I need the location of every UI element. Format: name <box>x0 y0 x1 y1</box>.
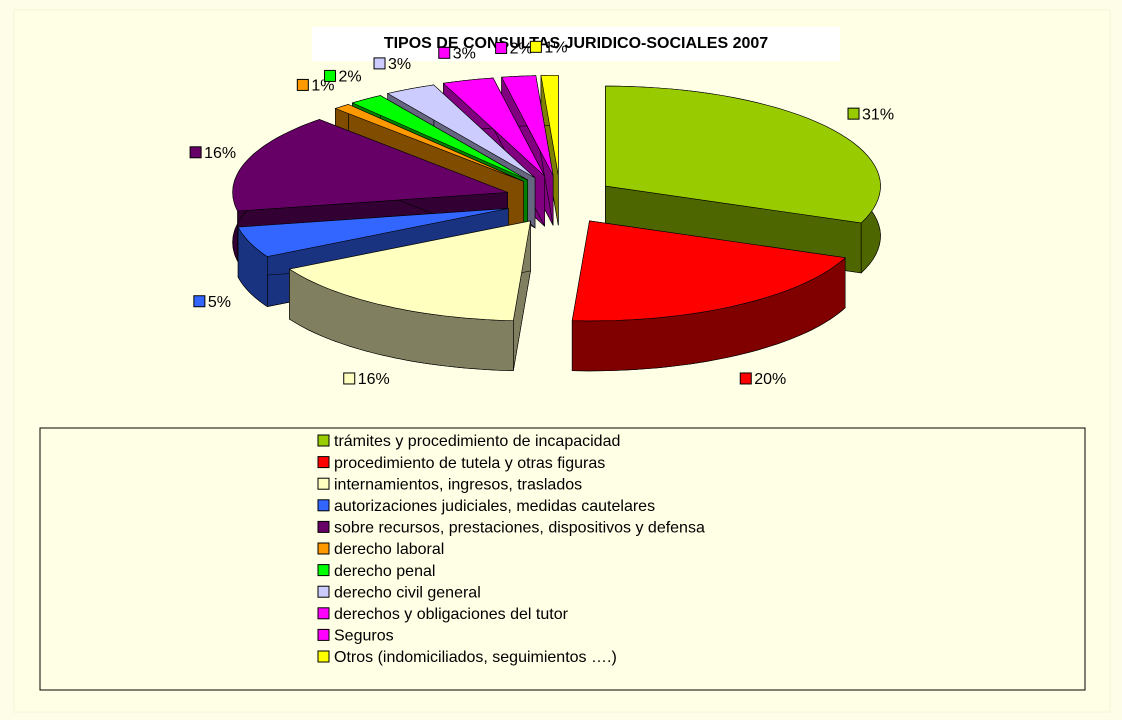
slice <box>605 85 881 224</box>
slice <box>334 104 524 182</box>
data-label: 2% <box>339 69 362 86</box>
data-label: 2% <box>510 41 533 58</box>
slice <box>386 84 536 179</box>
legend-label: derecho civil general <box>334 584 481 601</box>
slice <box>442 77 545 177</box>
title-box <box>312 27 840 61</box>
label-swatch <box>495 41 508 54</box>
legend-swatch <box>317 542 330 555</box>
legend-label: trámites y procedimiento de incapacidad <box>334 433 620 450</box>
chart-title: TIPOS DE CONSULTAS JURIDICO-SOCIALES 200… <box>384 35 768 52</box>
labels: 31%20%16%5%16%1%2%3%3% 2% 1% <box>189 40 894 388</box>
label-swatch <box>189 146 202 159</box>
legend-label: internamientos, ingresos, traslados <box>334 476 582 493</box>
legend-swatch <box>317 456 330 469</box>
label-swatch <box>529 40 542 53</box>
slice <box>571 220 846 322</box>
legend-swatch <box>317 628 330 641</box>
legend-swatch <box>317 520 330 533</box>
label-swatch <box>847 107 860 120</box>
legend-swatch <box>317 499 330 512</box>
legend-swatch <box>317 564 330 577</box>
legend-swatch <box>317 585 330 598</box>
label-swatch <box>193 295 206 308</box>
label-swatch <box>343 372 356 385</box>
data-label: 16% <box>204 145 236 162</box>
label-swatch <box>438 46 451 59</box>
legend-label: derecho laboral <box>334 541 444 558</box>
legend-label: derechos y obligaciones del tutor <box>334 606 569 623</box>
legend-label: procedimiento de tutela y otras figuras <box>334 455 605 472</box>
slice <box>501 75 554 176</box>
data-label: 31% <box>862 106 894 123</box>
legend-label: sobre recursos, prestaciones, dispositiv… <box>334 520 705 537</box>
slice <box>237 208 509 257</box>
slice-tops <box>232 75 881 322</box>
slice <box>288 220 531 322</box>
slice <box>351 95 528 181</box>
legend-label: Seguros <box>334 628 394 645</box>
label-swatch <box>324 69 337 82</box>
data-label: 16% <box>358 371 390 388</box>
data-label: 3% <box>388 56 411 73</box>
legend-swatch <box>317 607 330 620</box>
data-label: 3% <box>453 46 476 63</box>
slice <box>540 75 559 176</box>
legend-label: derecho penal <box>334 563 435 580</box>
legend-swatch <box>317 650 330 663</box>
legend-swatch <box>317 477 330 490</box>
legend-label: Otros (indomiciliados, seguimientos ….) <box>334 649 617 666</box>
data-label: 20% <box>754 371 786 388</box>
legend-box <box>39 427 1086 691</box>
legend-swatch <box>317 434 330 447</box>
data-label: 1% <box>544 40 567 57</box>
legend-label: autorizaciones judiciales, medidas caute… <box>334 498 655 515</box>
slice <box>232 119 508 212</box>
data-label: 5% <box>208 294 231 311</box>
label-swatch <box>296 78 309 91</box>
label-swatch <box>373 57 386 70</box>
label-swatch <box>739 372 752 385</box>
